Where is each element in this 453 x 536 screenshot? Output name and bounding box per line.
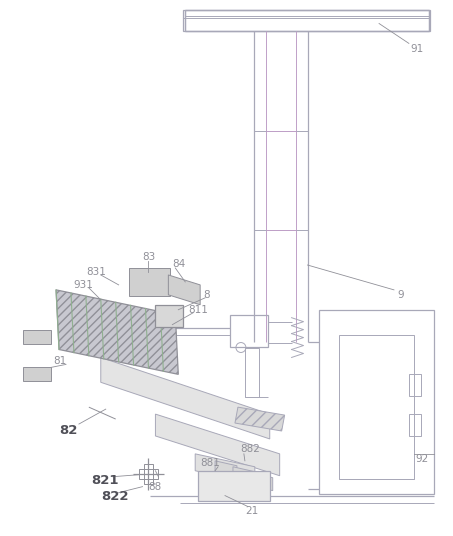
Polygon shape: [56, 290, 178, 374]
Bar: [183, 10, 430, 32]
Text: 8: 8: [203, 290, 210, 300]
Text: 21: 21: [245, 505, 258, 516]
Polygon shape: [251, 473, 273, 490]
Text: 84: 84: [172, 259, 186, 269]
Text: 811: 811: [188, 305, 208, 315]
Polygon shape: [101, 358, 270, 439]
Text: 831: 831: [86, 267, 106, 277]
Text: 822: 822: [101, 490, 128, 503]
Polygon shape: [215, 461, 237, 479]
Polygon shape: [169, 275, 200, 305]
Text: 91: 91: [411, 44, 424, 54]
Polygon shape: [155, 414, 280, 476]
Polygon shape: [195, 454, 255, 483]
Text: 82: 82: [59, 425, 77, 437]
Bar: [339, 334, 414, 479]
Bar: [144, 464, 154, 483]
Polygon shape: [233, 467, 255, 485]
Polygon shape: [235, 407, 284, 431]
Bar: [245, 347, 259, 397]
Bar: [139, 469, 159, 479]
Text: 881: 881: [200, 458, 220, 468]
Bar: [155, 305, 183, 326]
Text: 81: 81: [53, 356, 66, 367]
Bar: [23, 330, 51, 344]
Text: 88: 88: [149, 482, 162, 492]
Bar: [23, 367, 51, 381]
Bar: [409, 414, 421, 436]
Text: 9: 9: [397, 290, 404, 300]
Bar: [230, 315, 268, 346]
Text: 882: 882: [240, 444, 260, 454]
Bar: [185, 10, 429, 32]
Text: 92: 92: [416, 454, 429, 464]
Text: 821: 821: [91, 474, 118, 487]
Bar: [319, 310, 434, 494]
Text: 931: 931: [73, 280, 93, 290]
Bar: [129, 268, 170, 296]
Bar: [185, 10, 429, 32]
Bar: [409, 374, 421, 396]
Bar: [198, 471, 270, 501]
Text: 83: 83: [143, 252, 156, 262]
